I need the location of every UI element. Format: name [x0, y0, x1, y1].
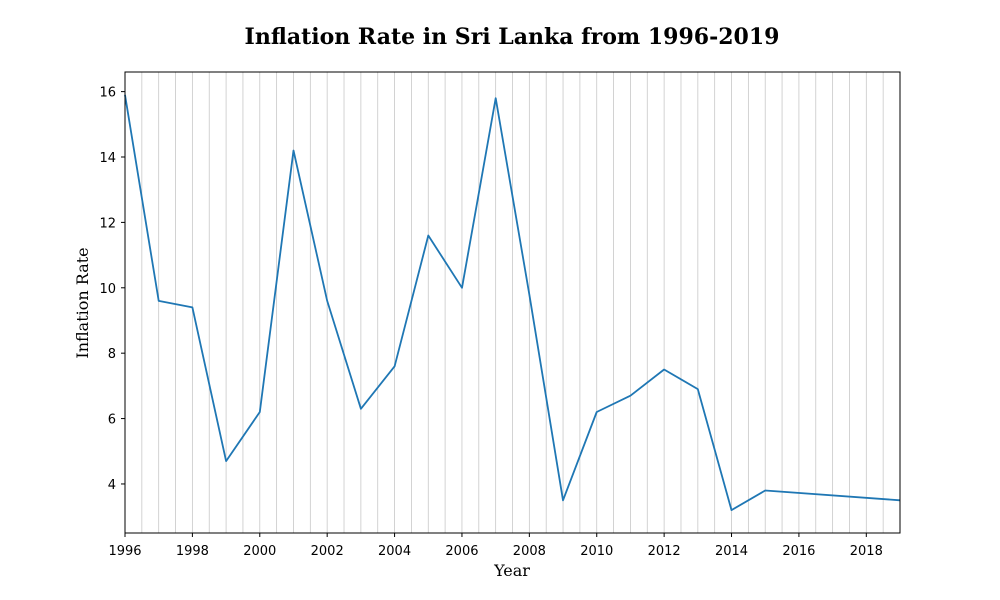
series-layer	[124, 94, 901, 512]
x-tick-label: 2014	[715, 544, 748, 559]
x-tick-label: 2006	[445, 544, 478, 559]
y-tick-label: 6	[108, 413, 116, 428]
series-line	[124, 94, 901, 512]
x-tick-label: 2004	[378, 544, 411, 559]
x-tick-label: 2000	[243, 544, 276, 559]
chart-title: Inflation Rate in Sri Lanka from 1996-20…	[245, 24, 780, 50]
x-tick-label: 1998	[176, 544, 209, 559]
x-tick-label: 2018	[850, 544, 883, 559]
y-tick-label: 14	[99, 151, 116, 166]
x-axis-label: Year	[493, 561, 530, 580]
y-tick-label: 4	[108, 478, 116, 493]
x-tick-label: 2002	[311, 544, 344, 559]
grid-lines	[124, 72, 901, 533]
x-tick-label: 1996	[108, 544, 141, 559]
y-axis-label: Inflation Rate	[73, 247, 92, 358]
y-tick-label: 8	[108, 347, 116, 362]
y-tick-label: 16	[99, 86, 116, 101]
axis-ticks: 1996 1998 2000 2002 2004 2006 2008 2010 2012 2014…	[99, 86, 882, 559]
plot-frame	[124, 71, 901, 534]
x-tick-label: 2008	[513, 544, 546, 559]
y-tick-label: 12	[99, 216, 116, 231]
y-tick-label: 10	[99, 282, 116, 297]
x-tick-label: 2010	[580, 544, 613, 559]
x-tick-label: 2012	[648, 544, 681, 559]
x-tick-label: 2016	[782, 544, 815, 559]
